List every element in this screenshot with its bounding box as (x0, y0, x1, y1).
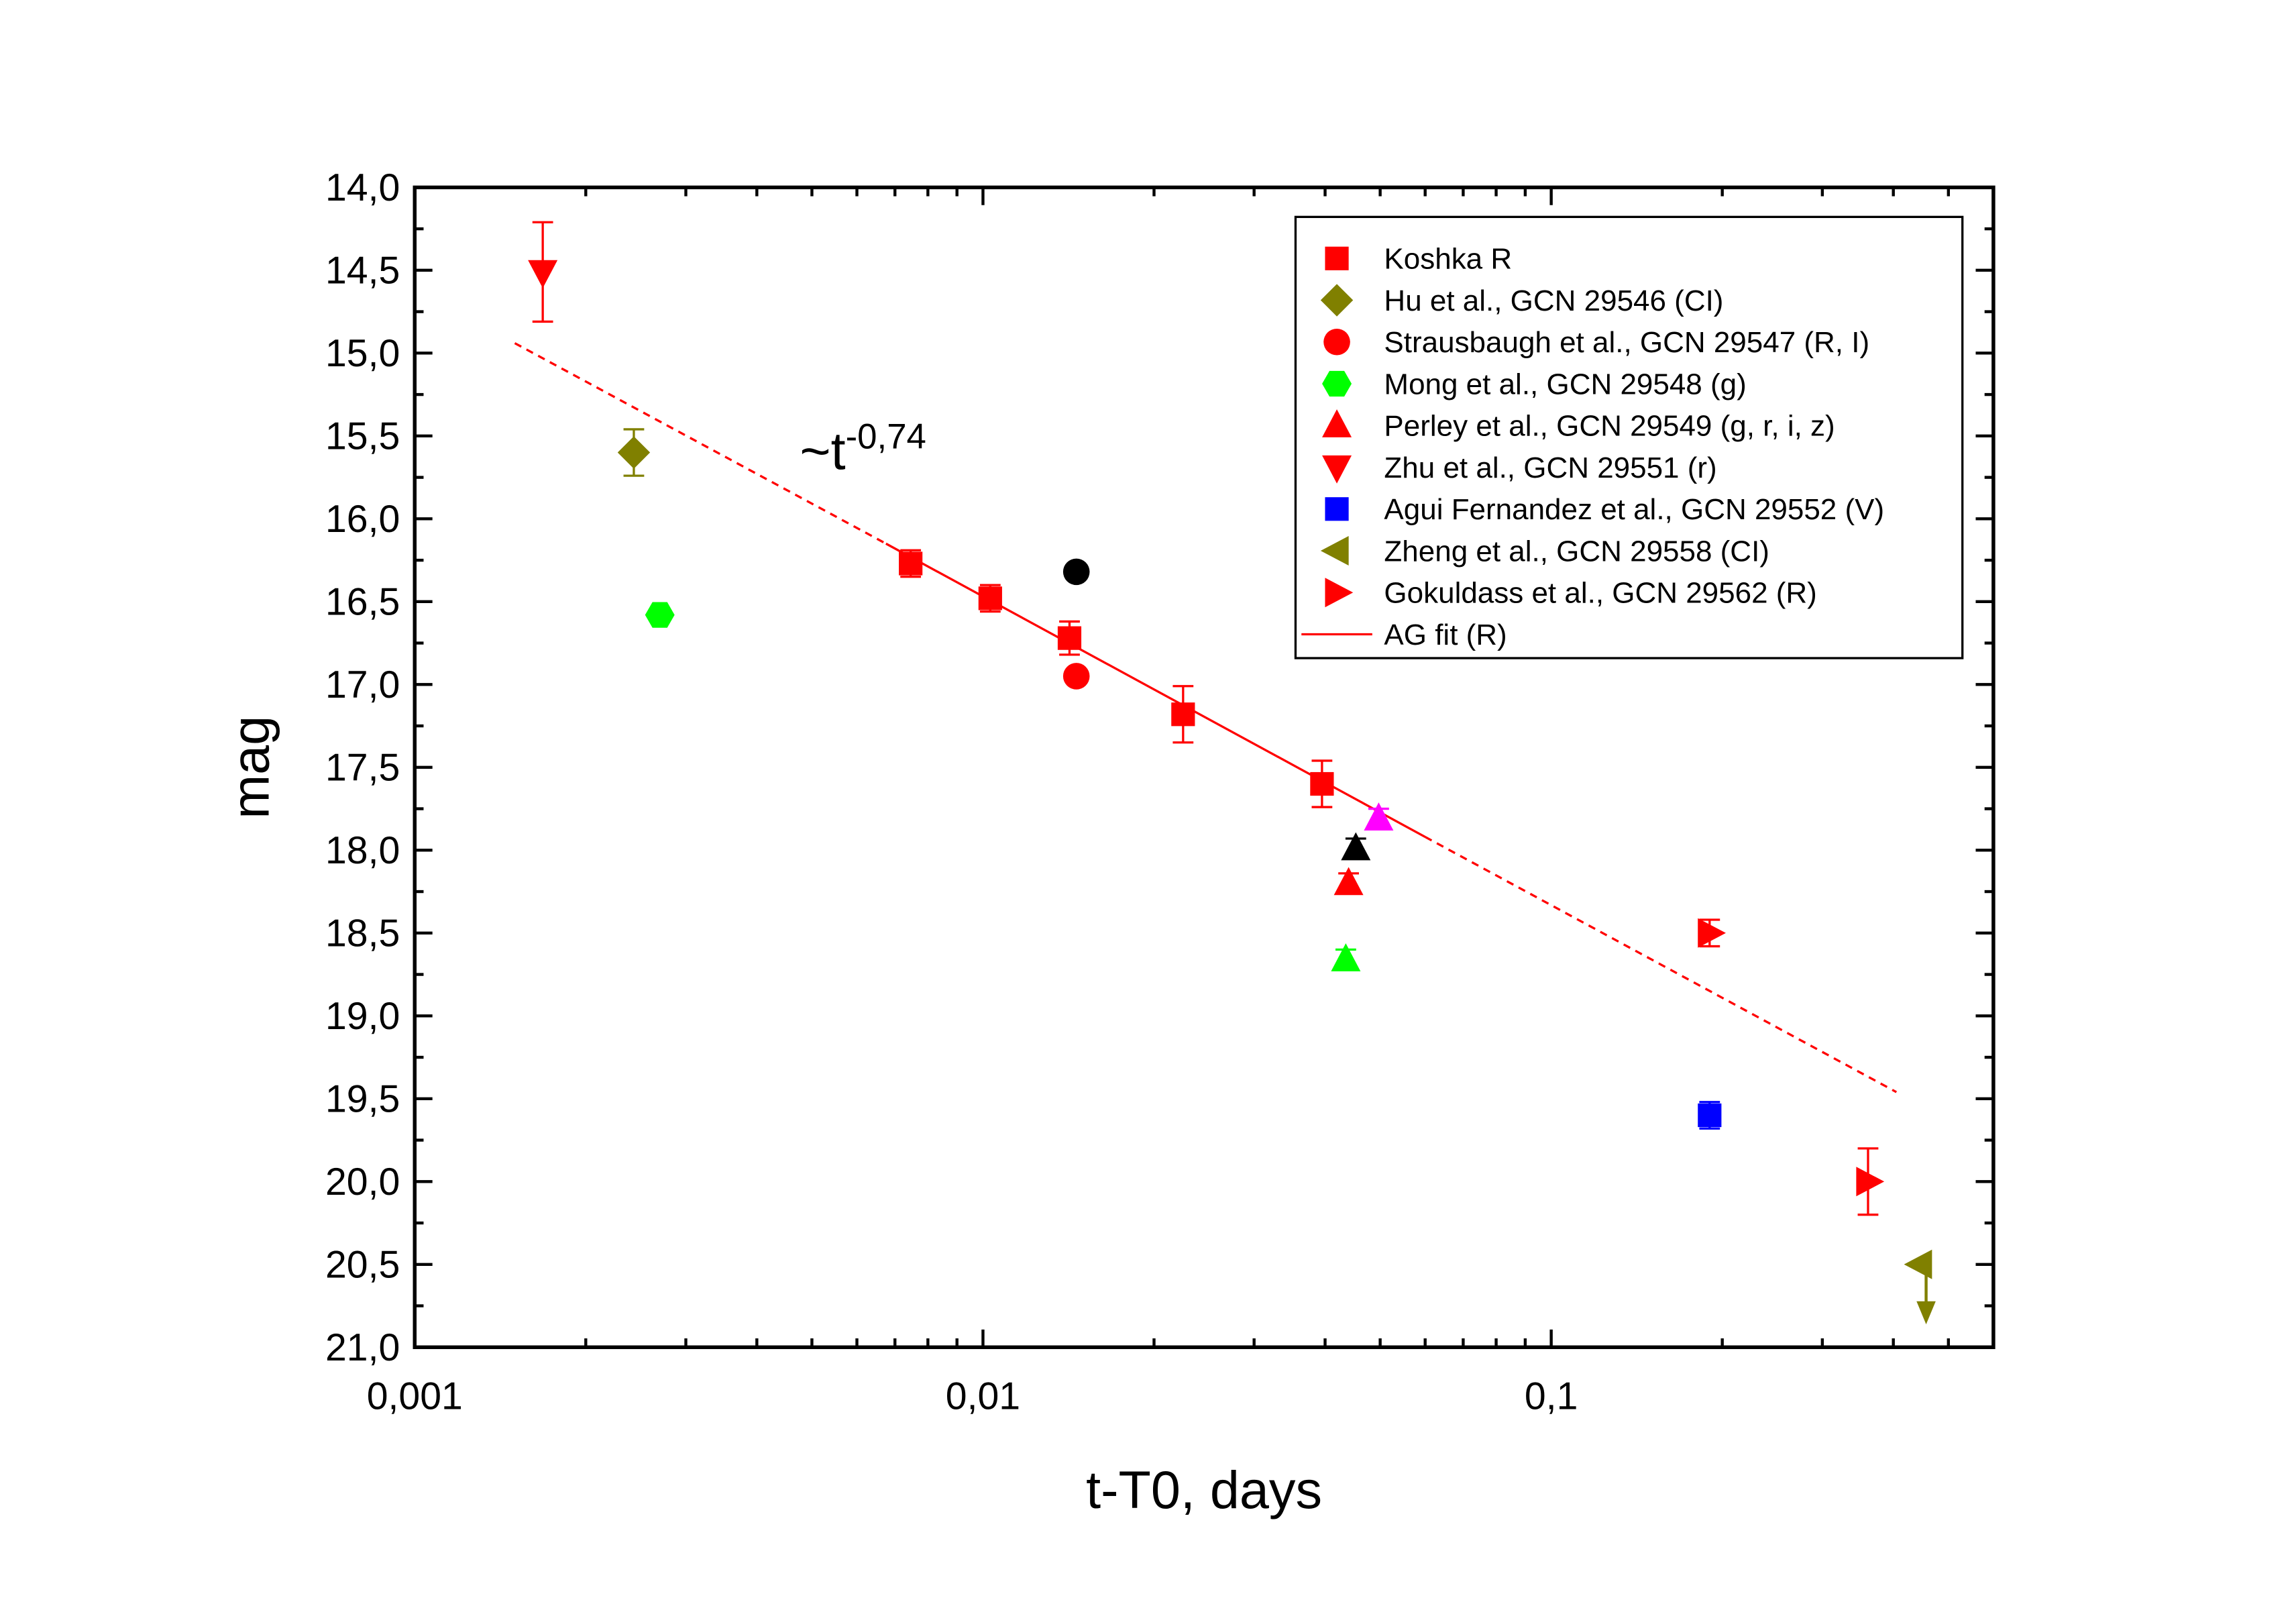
y-tick-label: 16,0 (325, 498, 400, 541)
annotation-superscript: -0,74 (846, 417, 926, 457)
legend-label: Perley et al., GCN 29549 (g, r, i, z) (1384, 410, 1835, 443)
fit-line (514, 342, 887, 545)
data-point (1062, 558, 1090, 586)
x-tick-label: 0,001 (367, 1375, 463, 1418)
x-tick-label: 0,1 (1525, 1375, 1578, 1418)
data-point (1856, 1167, 1885, 1197)
data-point (1333, 867, 1364, 896)
legend-label: Hu et al., GCN 29546 (CI) (1384, 284, 1723, 317)
legend-marker (1325, 578, 1354, 608)
data-point (1364, 802, 1394, 831)
data-point (1331, 943, 1361, 971)
legend-marker (1325, 246, 1349, 270)
y-tick-label: 19,0 (325, 995, 400, 1038)
y-axis-label: mag (221, 716, 280, 819)
y-tick-label: 14,0 (325, 166, 400, 209)
legend-label: AG fit (R) (1384, 619, 1507, 651)
fit-line (1424, 836, 1898, 1093)
data-point (645, 602, 675, 628)
legend-label: Strausbaugh et al., GCN 29547 (R, I) (1384, 326, 1869, 359)
data-point (899, 551, 923, 576)
x-tick-label: 0,01 (946, 1375, 1020, 1418)
legend-marker (1323, 328, 1350, 356)
data-point (1171, 702, 1195, 727)
y-tick-label: 20,5 (325, 1244, 400, 1287)
data-point (528, 260, 558, 288)
y-tick-label: 17,0 (325, 663, 400, 706)
legend-label: Koshka R (1384, 243, 1512, 276)
annotation: ~t-0,74 (800, 417, 926, 481)
legend-marker (1322, 370, 1352, 397)
legend-label: Gokuldass et al., GCN 29562 (R) (1384, 577, 1816, 610)
data-point (978, 586, 1002, 610)
data-point (617, 436, 651, 469)
legend-label: Agui Fernandez et al., GCN 29552 (V) (1384, 493, 1884, 526)
legend-marker (1320, 284, 1354, 317)
data-point (1698, 1103, 1722, 1128)
legend-marker (1322, 455, 1352, 484)
y-tick-label: 20,0 (325, 1161, 400, 1204)
y-tick-label: 18,5 (325, 912, 400, 955)
data-point (1310, 771, 1334, 796)
legend-label: Mong et al., GCN 29548 (g) (1384, 368, 1746, 400)
plot-area (514, 221, 1936, 1325)
legend-label: Zhu et al., GCN 29551 (r) (1384, 451, 1716, 484)
legend-box (1294, 215, 1964, 659)
y-tick-label: 15,0 (325, 332, 400, 375)
y-tick-label: 16,5 (325, 581, 400, 624)
x-axis-label: t-T0, days (1086, 1460, 1322, 1519)
y-tick-label: 17,5 (325, 747, 400, 790)
legend-marker (1322, 409, 1352, 437)
annotation-text: ~t (800, 421, 845, 480)
y-tick-label: 21,0 (325, 1326, 400, 1369)
y-tick-label: 14,5 (325, 250, 400, 292)
y-tick-label: 19,5 (325, 1078, 400, 1121)
legend-marker (1320, 536, 1349, 566)
y-tick-label: 18,0 (325, 829, 400, 872)
data-point (1341, 832, 1371, 861)
fit-line (885, 542, 1426, 838)
data-point (1057, 626, 1082, 650)
data-point (1698, 918, 1727, 948)
data-point (1904, 1249, 1932, 1279)
legend: Koshka R Hu et al., GCN 29546 (CI) Strausb… (1294, 215, 1964, 659)
data-point (1062, 663, 1090, 690)
legend-marker (1325, 497, 1349, 521)
legend-label: Zheng et al., GCN 29558 (CI) (1384, 535, 1769, 568)
y-tick-label: 15,5 (325, 415, 400, 458)
